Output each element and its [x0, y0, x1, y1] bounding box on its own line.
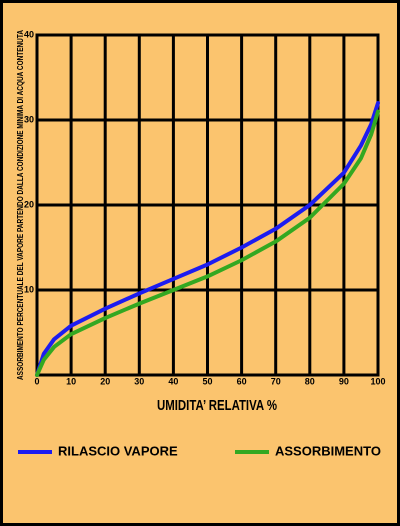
y-tick-label: 10 [24, 284, 34, 294]
x-tick-label: 60 [237, 376, 247, 386]
x-axis-label: UMIDITA’ RELATIVA % [157, 397, 277, 414]
series-line [35, 109, 380, 377]
x-tick-label: 30 [134, 376, 144, 386]
y-axis-label: ASSORBIMENTO PERCENTUALE DEL VAPORE PART… [16, 30, 25, 380]
x-tick-label: 20 [100, 376, 110, 386]
x-tick-label: 10 [66, 376, 76, 386]
x-tick-label: 50 [202, 376, 212, 386]
x-tick-label: 70 [271, 376, 281, 386]
y-tick-label: 40 [24, 29, 34, 39]
y-tick-label: 30 [24, 114, 34, 124]
x-tick-label: 100 [370, 376, 385, 386]
x-tick-label: 90 [339, 376, 349, 386]
y-tick-label: 20 [24, 199, 34, 209]
x-tick-label: 0 [34, 376, 39, 386]
legend-label: ASSORBIMENTO [275, 443, 381, 458]
legend-label: RILASCIO VAPORE [58, 443, 178, 458]
x-tick-label: 40 [168, 376, 178, 386]
series-line [35, 101, 380, 377]
x-tick-label: 80 [305, 376, 315, 386]
